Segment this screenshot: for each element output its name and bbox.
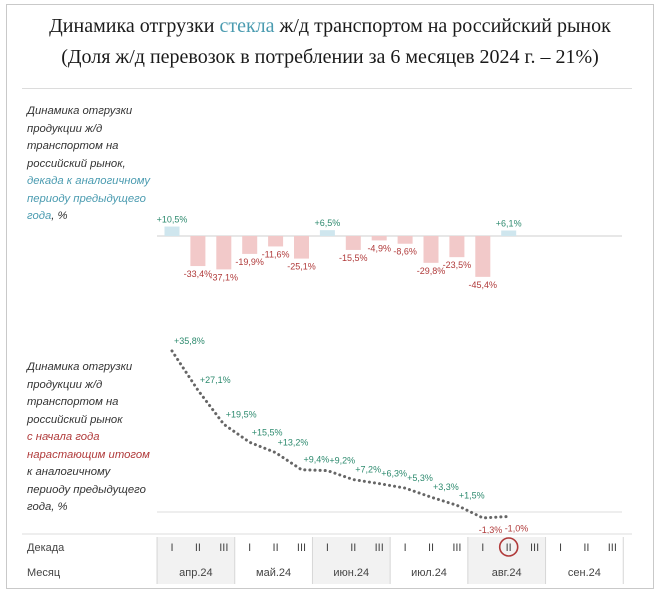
- bar-12: [449, 236, 465, 258]
- decade-mark-4-2: II: [428, 542, 434, 554]
- bar-label-6: -25,1%: [287, 262, 316, 272]
- line-label-8: +7,2%: [355, 465, 381, 475]
- decade-mark-4-1: I: [404, 542, 407, 554]
- bar-label-8: -15,5%: [339, 253, 368, 263]
- chart-frame: [6, 4, 654, 589]
- month-band-1: [157, 537, 235, 584]
- decade-mark-5-1: I: [481, 542, 484, 554]
- top-chart-note: Динамика отгрузки продукции ж/д транспор…: [27, 105, 151, 222]
- current-decade-highlight: [498, 537, 519, 557]
- line-label-10: +5,3%: [407, 473, 433, 483]
- month-label-4: июл.24: [411, 567, 447, 579]
- bar-8: [345, 236, 361, 250]
- bar-label-12: -23,5%: [443, 260, 472, 270]
- line-label-7: +9,2%: [329, 456, 355, 466]
- decade-mark-2-2: II: [273, 542, 279, 554]
- cumulative-dotted-line: [170, 349, 511, 520]
- bar-11: [423, 236, 439, 263]
- bar-label-14: +6,1%: [496, 219, 522, 229]
- decade-mark-3-3: III: [375, 542, 384, 554]
- bar-9: [371, 236, 387, 241]
- line-label-3: +19,5%: [226, 409, 257, 419]
- bar-2: [190, 236, 206, 267]
- bar-label-1: +10,5%: [157, 215, 188, 225]
- decade-mark-2-3: III: [297, 542, 306, 554]
- line-label-14: -1,0%: [505, 524, 529, 534]
- bar-1: [164, 226, 180, 236]
- decade-mark-6-3: III: [608, 542, 617, 554]
- bar-label-4: -19,9%: [235, 257, 264, 267]
- bar-6: [294, 236, 309, 259]
- month-band-6: [545, 537, 624, 584]
- decade-mark-1-3: III: [219, 542, 228, 554]
- bar-label-9: -4,9%: [367, 243, 391, 253]
- line-label-11: +3,3%: [433, 482, 459, 492]
- bottom-chart-note: Динамика отгрузки продукции ж/д транспор…: [27, 361, 150, 513]
- bar-label-5: -11,6%: [262, 249, 290, 259]
- month-label-5: авг.24: [492, 567, 522, 579]
- decade-mark-1-2: II: [195, 542, 201, 554]
- line-label-2: +27,1%: [200, 375, 231, 385]
- bar-label-10: -8,6%: [393, 247, 417, 257]
- decade-mark-5-2: II: [506, 542, 512, 554]
- decade-mark-1-1: I: [170, 542, 173, 554]
- bar-label-3: -37,1%: [210, 272, 239, 282]
- month-axis-label: Месяц: [27, 567, 61, 579]
- decade-mark-3-1: I: [326, 542, 329, 554]
- bar-10: [397, 236, 413, 244]
- month-label-1: апр.24: [179, 567, 212, 579]
- line-label-5: +13,2%: [278, 438, 309, 448]
- line-label-9: +6,3%: [381, 469, 407, 479]
- bar-label-13: -45,4%: [469, 280, 498, 290]
- chart-title-line1: Динамика отгрузки стекла ж/д транспортом…: [49, 15, 611, 37]
- bar-label-2: -33,4%: [184, 269, 213, 279]
- decade-axis-label: Декада: [27, 542, 65, 554]
- bar-14: [501, 230, 517, 236]
- month-label-3: июн.24: [333, 567, 369, 579]
- bar-3: [216, 236, 232, 270]
- line-label-12: +1,5%: [459, 490, 485, 500]
- month-band-5: [467, 537, 546, 584]
- month-label-6: сен.24: [568, 567, 601, 579]
- month-band-4: [390, 537, 468, 584]
- line-label-1: +35,8%: [174, 336, 205, 346]
- bar-label-11: -29,8%: [417, 266, 446, 276]
- decade-mark-3-2: II: [350, 542, 356, 554]
- decade-mark-2-1: I: [248, 542, 251, 554]
- month-label-2: май.24: [256, 567, 291, 579]
- title-separator: [22, 88, 632, 89]
- decade-mark-6-1: I: [559, 542, 562, 554]
- bar-13: [475, 236, 491, 277]
- bar-label-7: +6,5%: [315, 218, 341, 228]
- chart-title-line2: (Доля ж/д перевозок в потреблении за 6 м…: [61, 46, 599, 68]
- bar-5: [268, 236, 284, 247]
- line-label-6: +9,4%: [304, 455, 330, 465]
- line-label-13: -1,3%: [479, 525, 503, 535]
- month-band-2: [234, 537, 313, 584]
- title-accent: стекла: [219, 15, 275, 37]
- bar-4: [242, 236, 258, 254]
- decade-mark-6-2: II: [583, 542, 589, 554]
- bar-7: [319, 230, 335, 236]
- decade-mark-5-3: III: [530, 542, 539, 554]
- month-band-3: [312, 537, 391, 584]
- decade-mark-4-3: III: [452, 542, 461, 554]
- line-label-4: +15,5%: [252, 427, 283, 437]
